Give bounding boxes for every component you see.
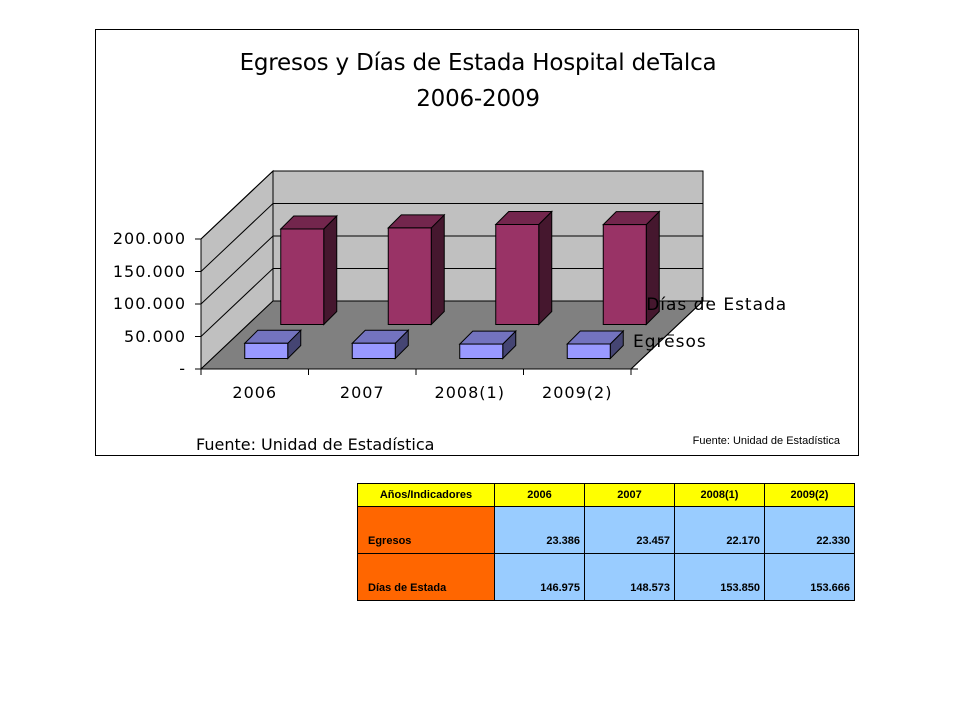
chart-frame: Egresos y Días de Estada Hospital deTalc…: [95, 29, 859, 456]
x-category-label: 2009(2): [542, 383, 613, 402]
bar-egresos: [566, 343, 611, 360]
bar-egresos: [351, 342, 396, 360]
gridline: [200, 268, 703, 337]
bar-dias-de-estada: [495, 223, 540, 325]
table-header-cell: 2008(1): [674, 483, 765, 507]
y-tick-label: 200.000: [112, 229, 186, 248]
series-label-dias-de-estada: Días de Estada: [646, 295, 788, 315]
x-category-label: 2008(1): [434, 383, 505, 402]
chart-source: Fuente: Unidad de Estadística: [196, 435, 435, 454]
table-cell: 153.850: [674, 553, 765, 601]
table-row-label: Egresos: [357, 506, 495, 554]
bar-egresos: [459, 343, 504, 360]
bar-dias-de-estada: [280, 228, 325, 325]
table-cell: 148.573: [584, 553, 675, 601]
bar-dias-de-estada: [602, 224, 647, 325]
y-tick-label: 100.000: [112, 294, 186, 313]
table-header-cell: 2006: [494, 483, 585, 507]
gridline: [200, 203, 703, 272]
table-cell: 22.330: [764, 506, 855, 554]
table-header-cell: 2007: [584, 483, 675, 507]
bar-dias-de-estada: [430, 213, 445, 326]
table-cell: 22.170: [674, 506, 765, 554]
y-tick-label: -: [179, 359, 186, 378]
y-tick-label: 150.000: [112, 261, 186, 281]
table-row: Días de Estada 146.975 148.573 153.850 1…: [357, 553, 855, 601]
table-row-label: Días de Estada: [357, 553, 495, 601]
chart-subtitle: 2006-2009: [416, 86, 540, 112]
x-category-label: 2007: [339, 383, 385, 402]
gridline: [200, 235, 703, 305]
chart-plot: [195, 169, 710, 375]
table-header-cell: Años/Indicadores: [357, 483, 495, 507]
table-header-cell: 2009(2): [764, 483, 855, 507]
bar-dias-de-estada: [387, 227, 432, 325]
table-cell: 23.457: [584, 506, 675, 554]
table-cell: 23.386: [494, 506, 585, 554]
chart-title: Egresos y Días de Estada Hospital deTalc…: [239, 50, 717, 76]
chart-source-small: Fuente: Unidad de Estadística: [692, 435, 840, 447]
table-row: Egresos 23.386 23.457 22.170 22.330: [357, 506, 855, 554]
table-cell: 153.666: [764, 553, 855, 601]
series-label-egresos: Egresos: [633, 332, 707, 353]
bar-dias-de-estada: [538, 210, 553, 326]
y-tick-label: 50.000: [124, 326, 186, 346]
table-cell: 146.975: [494, 553, 585, 601]
table-header-row: Años/Indicadores 2006 2007 2008(1) 2009(…: [357, 483, 855, 507]
gridline: [200, 170, 703, 240]
bar-egresos: [244, 342, 289, 360]
bar-dias-de-estada: [323, 214, 338, 326]
data-table: Años/Indicadores 2006 2007 2008(1) 2009(…: [357, 483, 855, 601]
x-category-label: 2006: [232, 383, 278, 402]
